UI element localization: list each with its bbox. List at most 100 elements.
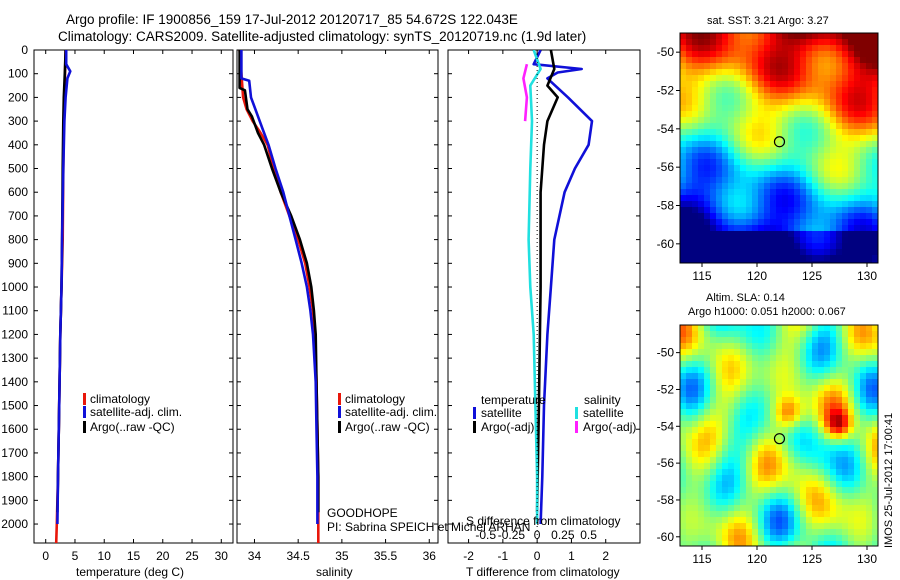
- heatmap-cell: [734, 111, 741, 118]
- heatmap-cell: [782, 457, 789, 464]
- heatmap-cell: [764, 523, 771, 530]
- heatmap-cell: [692, 475, 699, 482]
- heatmap-cell: [734, 183, 741, 190]
- heatmap-cell: [872, 457, 878, 464]
- heatmap-cell: [752, 505, 759, 512]
- heatmap-cell: [872, 421, 878, 428]
- heatmap-cell: [860, 135, 867, 142]
- heatmap-cell: [842, 147, 849, 154]
- heatmap-cell: [752, 201, 759, 208]
- heatmap-cell: [740, 325, 747, 332]
- heatmap-cell: [836, 397, 843, 404]
- heatmap-cell: [698, 487, 705, 494]
- heatmap-cell: [830, 337, 837, 344]
- depth-tick-label: 200: [8, 90, 28, 104]
- heatmap-cell: [788, 105, 795, 112]
- heatmap-cell: [860, 171, 867, 178]
- heatmap-cell: [806, 373, 813, 380]
- heatmap-cell: [854, 81, 861, 88]
- heatmap-cell: [872, 385, 878, 392]
- heatmap-cell: [770, 201, 777, 208]
- heatmap-cell: [776, 159, 783, 166]
- heatmap-cell: [794, 457, 801, 464]
- heatmap-cell: [788, 219, 795, 226]
- heatmap-cell: [758, 135, 765, 142]
- heatmap-cell: [860, 535, 867, 542]
- heatmap-cell: [770, 481, 777, 488]
- heatmap-cell: [866, 165, 873, 172]
- heatmap-cell: [686, 159, 693, 166]
- heatmap-cell: [812, 397, 819, 404]
- heatmap-cell: [866, 219, 873, 226]
- heatmap-cell: [866, 141, 873, 148]
- heatmap-cell: [824, 337, 831, 344]
- sst-map-title: sat. SST: 3.21 Argo: 3.27: [707, 15, 829, 27]
- heatmap-cell: [794, 355, 801, 362]
- heatmap-cell: [848, 45, 855, 52]
- heatmap-cell: [752, 105, 759, 112]
- heatmap-cell: [734, 457, 741, 464]
- heatmap-cell: [818, 231, 825, 238]
- heatmap-cell: [752, 433, 759, 440]
- heatmap-cell: [710, 355, 717, 362]
- heatmap-cell: [734, 517, 741, 524]
- heatmap-cell: [710, 39, 717, 46]
- heatmap-cell: [854, 385, 861, 392]
- heatmap-cell: [854, 355, 861, 362]
- heatmap-cell: [704, 487, 711, 494]
- heatmap-cell: [824, 117, 831, 124]
- heatmap-cell: [734, 75, 741, 82]
- heatmap-cell: [740, 361, 747, 368]
- heatmap-cell: [704, 57, 711, 64]
- heatmap-cell: [740, 117, 747, 124]
- heatmap-cell: [836, 225, 843, 232]
- series-line-climatology: [238, 50, 320, 543]
- heatmap-cell: [842, 535, 849, 542]
- heatmap-cell: [794, 159, 801, 166]
- heatmap-cell: [782, 391, 789, 398]
- heatmap-cell: [704, 111, 711, 118]
- heatmap-cell: [848, 231, 855, 238]
- heatmap-cell: [698, 403, 705, 410]
- heatmap-cell: [686, 379, 693, 386]
- heatmap-cell: [860, 75, 867, 82]
- heatmap-cell: [866, 249, 873, 256]
- heatmap-cell: [716, 213, 723, 220]
- heatmap-cell: [728, 111, 735, 118]
- heatmap-cell: [782, 243, 789, 250]
- heatmap-cell: [824, 355, 831, 362]
- heatmap-cell: [698, 213, 705, 220]
- heatmap-cell: [698, 111, 705, 118]
- heatmap-cell: [836, 499, 843, 506]
- heatmap-cell: [722, 397, 729, 404]
- heatmap-cell: [764, 433, 771, 440]
- heatmap-cell: [812, 99, 819, 106]
- heatmap-cell: [788, 57, 795, 64]
- heatmap-cell: [866, 201, 873, 208]
- heatmap-cell: [764, 337, 771, 344]
- heatmap-cell: [872, 153, 878, 160]
- heatmap-cell: [794, 123, 801, 130]
- heatmap-cell: [686, 487, 693, 494]
- difference-xlabel-top: S difference from climatology: [466, 514, 621, 528]
- heatmap-cell: [818, 93, 825, 100]
- heatmap-cell: [872, 535, 878, 542]
- heatmap-cell: [854, 433, 861, 440]
- heatmap-cell: [752, 141, 759, 148]
- heatmap-cell: [872, 213, 878, 220]
- heatmap-cell: [770, 183, 777, 190]
- heatmap-cell: [716, 529, 723, 536]
- heatmap-cell: [704, 207, 711, 214]
- series-line-s-argo-adj-: [522, 63, 529, 122]
- heatmap-cell: [866, 499, 873, 506]
- heatmap-cell: [824, 457, 831, 464]
- sla-map-ticks: 115 120 125 130-50-52-54-56-58-60: [657, 346, 878, 566]
- heatmap-cell: [788, 135, 795, 142]
- heatmap-cell: [854, 39, 861, 46]
- heatmap-cell: [806, 481, 813, 488]
- heatmap-cell: [794, 487, 801, 494]
- heatmap-cell: [758, 99, 765, 106]
- heatmap-cell: [794, 439, 801, 446]
- heatmap-cell: [758, 457, 765, 464]
- heatmap-cell: [788, 493, 795, 500]
